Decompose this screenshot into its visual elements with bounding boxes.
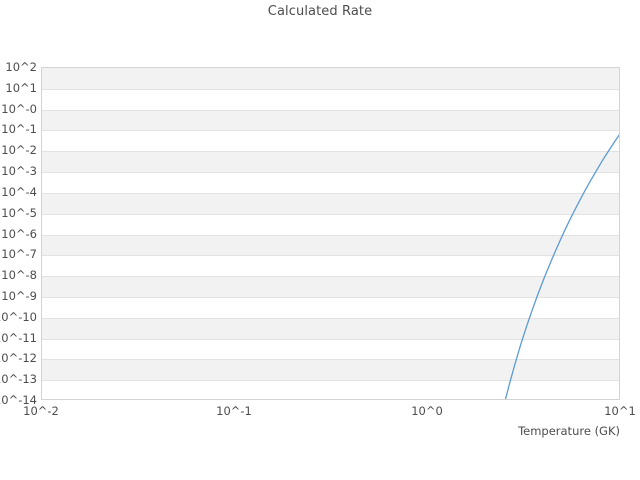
series-layer xyxy=(504,134,619,399)
y-axis-tick-label: 10^-1 xyxy=(1,122,37,137)
gridline-horizontal xyxy=(42,172,619,174)
y-axis-tick-label: 10^-4 xyxy=(1,184,37,199)
y-axis-tick-label: 10^-3 xyxy=(1,164,37,179)
y-axis-tick-label: 10^2 xyxy=(5,60,37,74)
x-axis-tick-label: 10^1 xyxy=(604,404,636,418)
plot-band xyxy=(42,276,619,297)
y-axis-tick-label: 10^-10 xyxy=(0,309,37,324)
y-axis-tick-label: 10^-11 xyxy=(0,330,37,345)
gridline-horizontal xyxy=(42,276,619,278)
gridline-horizontal xyxy=(42,234,619,236)
y-axis-tick-label: 10^-5 xyxy=(1,205,37,220)
gridline-horizontal xyxy=(42,380,619,382)
gridline-horizontal xyxy=(42,88,619,90)
plot-band xyxy=(42,234,619,256)
plot-band xyxy=(42,317,619,339)
y-axis-tick-label: 10^-9 xyxy=(1,288,37,303)
x-axis-tick-label: 10^0 xyxy=(411,404,443,418)
y-axis-tick-label: 10^-13 xyxy=(0,372,37,387)
y-axis-tick-label: 10^-2 xyxy=(1,143,37,158)
plot-band xyxy=(42,359,619,381)
y-axis-tick-label: 10^-6 xyxy=(1,226,37,241)
y-axis-tick-label: 10^-7 xyxy=(1,247,37,262)
gridline-horizontal xyxy=(42,359,619,361)
y-axis-tick-label: 10^-14 xyxy=(0,393,37,407)
plot-band xyxy=(42,109,619,131)
y-axis-tick-label: 10^-8 xyxy=(1,268,37,283)
gridline-horizontal xyxy=(42,338,619,340)
x-axis-tick-label: 10^-2 xyxy=(23,404,59,418)
plot-band-layer xyxy=(42,68,619,399)
gridline-horizontal xyxy=(42,213,619,215)
gridline-horizontal xyxy=(42,151,619,153)
gridline-horizontal xyxy=(42,255,619,257)
plot-area xyxy=(41,67,620,400)
plot-band xyxy=(42,192,619,214)
y-axis-tick-labels: 10^2 10^1 10^-0 10^-1 10^-2 10^-3 10^-4 10^-5 10… xyxy=(0,0,41,480)
gridline-horizontal xyxy=(42,317,619,319)
y-axis-tick-label: 10^-0 xyxy=(1,101,37,116)
gridline-horizontal xyxy=(42,130,619,132)
x-axis-title: Temperature (GK) xyxy=(518,424,620,438)
series-line-calculated-rate xyxy=(504,134,619,399)
x-axis-tick-label: 10^-1 xyxy=(216,404,252,418)
plot-band xyxy=(42,68,619,89)
gridline-horizontal xyxy=(42,296,619,298)
gridline-horizontal xyxy=(42,192,619,194)
chart-title: Calculated Rate xyxy=(267,4,373,19)
y-axis-tick-label: 10^1 xyxy=(5,80,37,95)
y-axis-tick-label: 10^-12 xyxy=(0,351,37,366)
gridline-horizontal xyxy=(42,109,619,111)
plot-band xyxy=(42,151,619,173)
